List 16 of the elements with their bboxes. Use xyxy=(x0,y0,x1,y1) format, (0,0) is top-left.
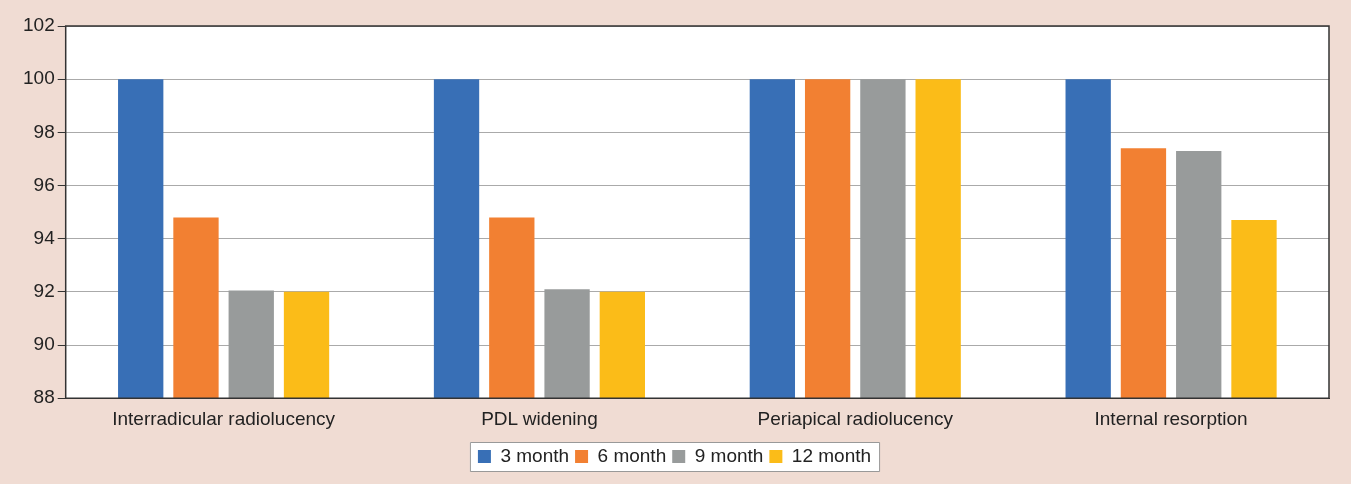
legend-label: 3 month xyxy=(500,444,570,466)
y-tick-label: 96 xyxy=(33,173,55,195)
legend-label: 9 month xyxy=(694,444,764,466)
y-tick-label: 98 xyxy=(33,120,55,142)
x-tick-label: Interradicular radiolucency xyxy=(112,407,336,429)
legend-label: 12 month xyxy=(791,444,872,466)
legend-label: 6 month xyxy=(597,444,667,466)
y-tick-label: 90 xyxy=(33,333,55,355)
y-tick-label: 94 xyxy=(33,226,56,248)
x-tick-label: Internal resorption xyxy=(1094,407,1248,429)
y-tick-label: 102 xyxy=(23,14,55,36)
x-tick-label: Periapical radiolucency xyxy=(757,407,954,429)
x-tick-label: PDL widening xyxy=(481,407,598,429)
y-tick-label: 88 xyxy=(33,386,55,408)
y-tick-label: 100 xyxy=(23,67,55,89)
y-tick-label: 92 xyxy=(33,280,55,302)
